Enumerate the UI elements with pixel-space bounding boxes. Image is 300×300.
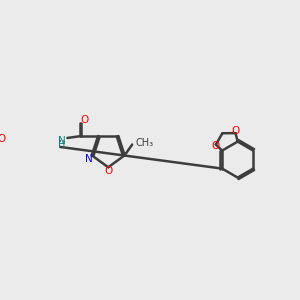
Text: O: O xyxy=(0,134,5,144)
Text: N: N xyxy=(85,154,93,164)
Text: O: O xyxy=(231,126,240,136)
Text: H: H xyxy=(58,140,66,150)
Text: N: N xyxy=(58,136,66,146)
Text: O: O xyxy=(212,141,220,152)
Text: O: O xyxy=(80,116,88,125)
Text: CH₃: CH₃ xyxy=(135,138,153,148)
Text: O: O xyxy=(105,166,113,176)
